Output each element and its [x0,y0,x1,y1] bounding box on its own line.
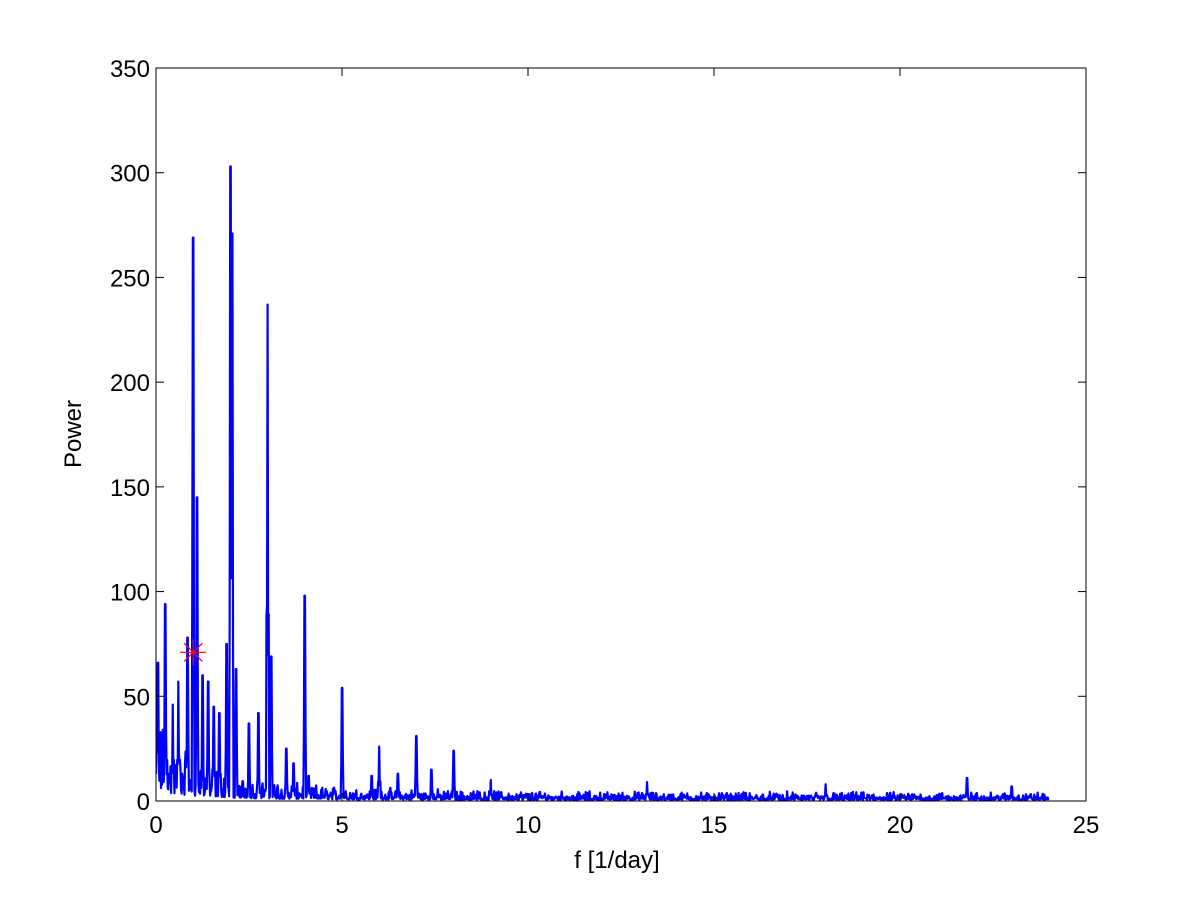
x-tick-label: 20 [887,812,914,839]
y-tick-label: 100 [110,580,150,607]
y-tick-label: 300 [110,161,150,188]
y-tick-label: 50 [123,684,150,711]
y-axis-label: Power [60,400,87,468]
y-tick-label: 250 [110,265,150,292]
x-tick-label: 10 [515,812,542,839]
x-tick-label: 0 [149,812,162,839]
marker-layer [180,639,207,666]
highlight-marker [180,639,207,666]
x-tick-label: 25 [1073,812,1100,839]
y-tick-label: 350 [110,56,150,83]
x-axis: 0 5 10 15 20 25 [149,68,1099,839]
y-axis: 0 50 100 150 200 250 300 350 [110,56,1086,816]
y-tick-label: 200 [110,370,150,397]
y-tick-label: 0 [137,789,150,816]
x-tick-label: 15 [701,812,728,839]
x-axis-label: f [1/day] [574,847,659,874]
plot-area-frame [155,67,1087,802]
y-tick-label: 150 [110,475,150,502]
x-tick-label: 5 [335,812,348,839]
